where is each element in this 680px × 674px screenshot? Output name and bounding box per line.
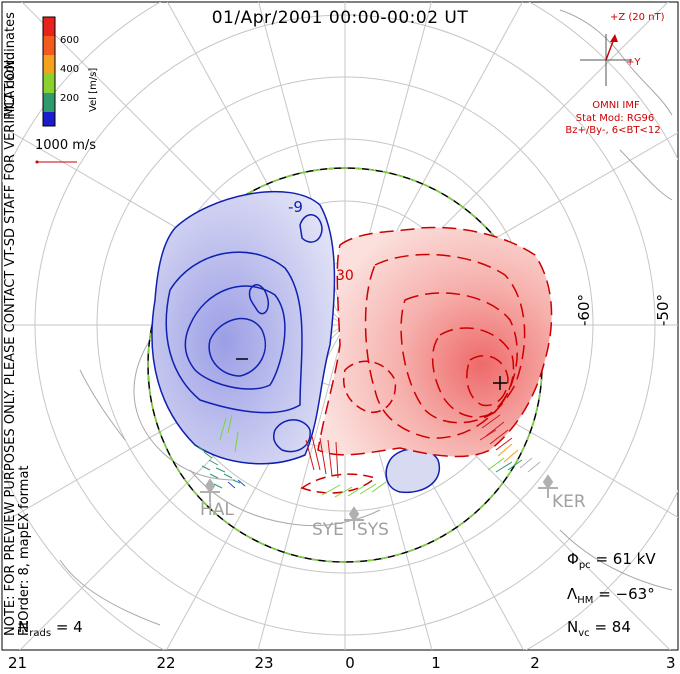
hm-boundary-latitude: ΛHM = −63° [567,585,655,606]
plot-title: 01/Apr/2001 00:00-00:02 UT [211,8,469,28]
color-scale-tick: 600 [60,35,80,46]
contour-tag-negative: -9 [288,198,303,216]
imf-source-label: OMNI IMF [592,100,640,111]
radar-count: Nrads = 4 [18,618,83,639]
positive-potential-cell [300,226,553,494]
mlt-label: 21 [8,654,28,672]
latitude-label: -50° [654,294,672,326]
imf-z-label: +Z (20 nT) [610,12,665,23]
vector-count: Nvc = 84 [567,618,631,639]
mlt-label: 3 [666,654,676,672]
cross-polar-cap-potential: Φpc = 61 kV [567,550,656,571]
fit-order-label: FitOrder: 8, mapEX format [17,465,32,636]
latitude-label: -60° [575,294,593,326]
stat-model-params: Bz+/By-, 6<BT<12 [565,125,661,136]
mlt-label: 1 [431,654,441,672]
color-scale-tick: 400 [60,64,80,75]
mlt-label: 0 [345,654,355,672]
mlt-label: 2 [530,654,540,672]
mlt-label: 23 [254,654,274,672]
color-scale-tick: 200 [60,93,80,104]
velocity-vectors [197,414,541,498]
small-negative-cell [385,448,441,494]
preview-note: NOTE: FOR PREVIEW PURPOSES ONLY. PLEASE … [3,55,18,636]
negative-potential-cell [151,190,441,494]
mlt-label: 22 [156,654,176,672]
potential-extrema [236,358,507,390]
station-label: HAL [200,500,234,520]
plot-frame [1,1,679,651]
imf-clock-dial [580,34,632,86]
station-label: SYS [357,520,389,540]
station-label: SYE [312,520,344,540]
color-scale-bar [42,16,56,127]
color-scale-label: Vel [m/s] [88,67,99,112]
radar-station-markers [200,474,558,530]
imf-y-label: +Y [626,57,641,68]
stat-model-label: Stat Mod: RG96 [575,113,655,124]
vector-scale-label: 1000 m/s [35,138,97,153]
contour-tag-positive: 30 [336,268,354,284]
station-label: KER [552,492,586,512]
